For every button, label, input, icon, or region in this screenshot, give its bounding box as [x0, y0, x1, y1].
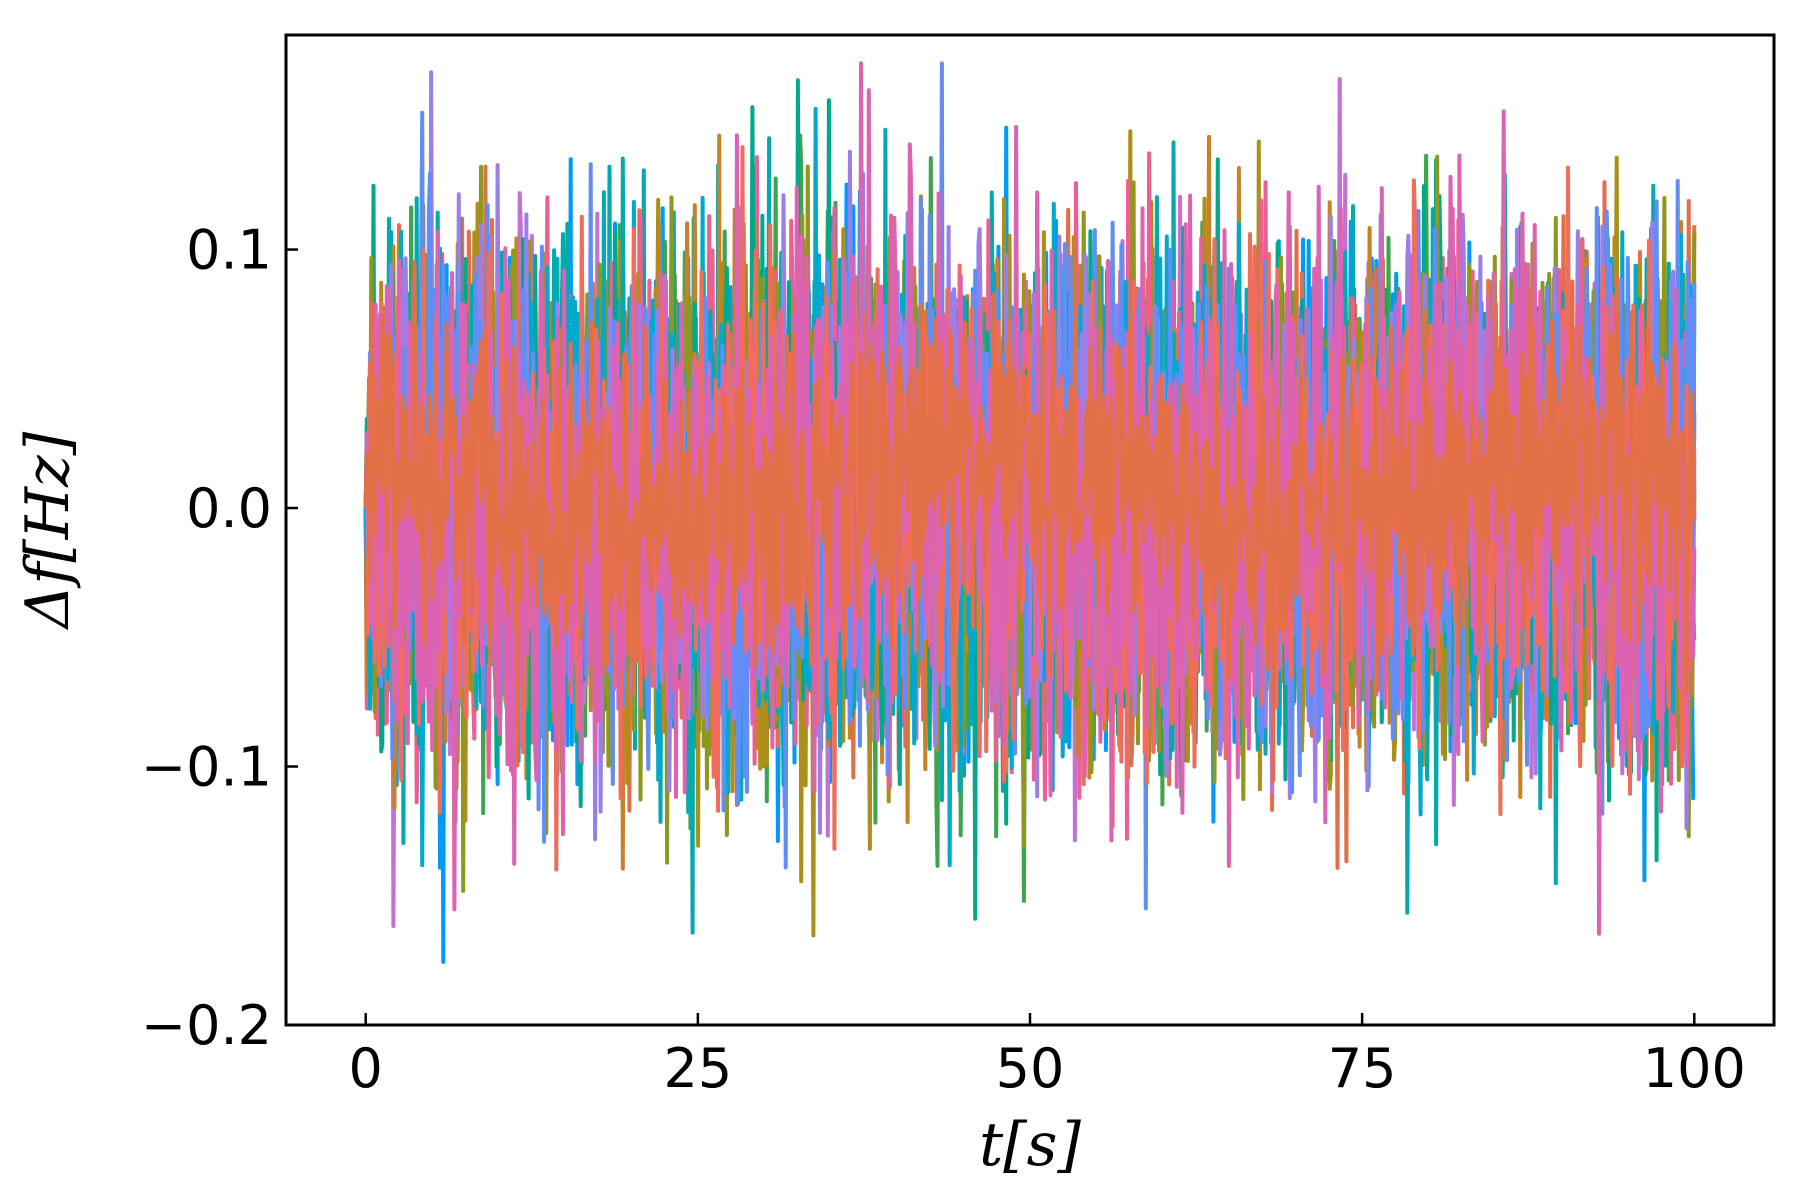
x-axis-label: t[s] [979, 1110, 1081, 1180]
y-tick-label: 0.0 [186, 477, 272, 540]
y-tick-label: −0.2 [141, 994, 272, 1057]
y-axis: −0.2 −0.1 0.0 0.1 [141, 219, 298, 1057]
y-tick-label: −0.1 [141, 736, 272, 799]
x-tick-label: 0 [349, 1037, 383, 1100]
x-axis: 0 25 50 75 100 [349, 1013, 1746, 1100]
x-tick-label: 75 [1328, 1037, 1397, 1100]
x-tick-label: 100 [1643, 1037, 1746, 1100]
series-line-16 [363, 261, 1697, 783]
x-tick-label: 25 [663, 1037, 732, 1100]
series-layer [363, 61, 1697, 964]
y-tick-label: 0.1 [186, 219, 272, 282]
x-tick-label: 50 [996, 1037, 1065, 1100]
y-axis-label: Δf[Hz] [13, 431, 83, 630]
